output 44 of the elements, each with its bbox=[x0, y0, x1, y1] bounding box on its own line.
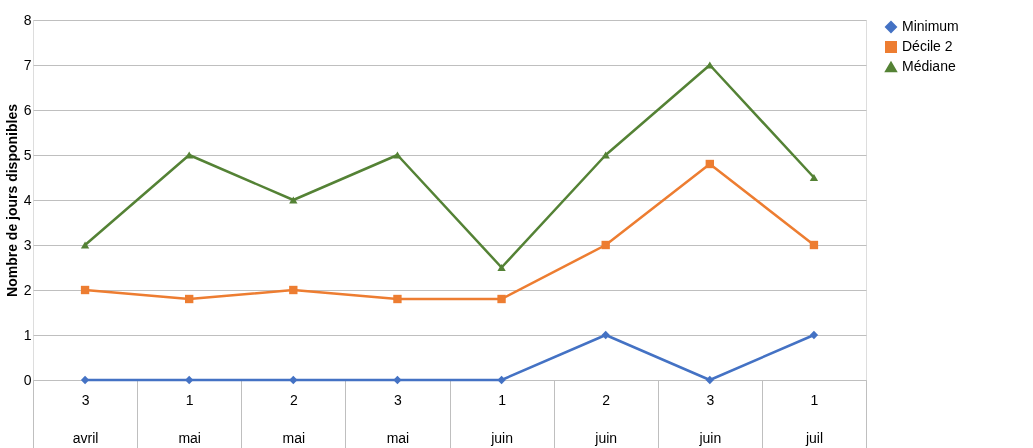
category-label: 1 juil bbox=[805, 391, 823, 446]
y-tick-label: 6 bbox=[23, 101, 32, 118]
point bbox=[601, 330, 610, 340]
y-tick-label: 7 bbox=[23, 56, 32, 73]
point bbox=[393, 375, 402, 385]
point bbox=[601, 151, 610, 159]
y-tick-label: 1 bbox=[23, 326, 32, 343]
y-axis-title: Nombre de jours disponibles bbox=[3, 103, 20, 297]
y-tick-label: 5 bbox=[23, 146, 32, 163]
point bbox=[185, 151, 194, 159]
y-tick-label: 2 bbox=[23, 281, 32, 298]
y-tick-label: 3 bbox=[23, 236, 32, 253]
y-tick-label: 0 bbox=[23, 371, 32, 388]
point bbox=[289, 196, 298, 204]
point bbox=[185, 294, 194, 304]
category-label: 1 juin bbox=[491, 391, 513, 446]
point bbox=[289, 285, 298, 295]
point bbox=[497, 375, 506, 385]
y-tick-label: 4 bbox=[23, 191, 32, 208]
point bbox=[393, 151, 402, 159]
category-label: 2 juin bbox=[595, 391, 618, 446]
point bbox=[809, 173, 819, 182]
category-label: 2 mai bbox=[282, 391, 306, 446]
point bbox=[601, 240, 610, 250]
legend-label: Médiane bbox=[902, 58, 956, 74]
category-label: 3 avril bbox=[72, 391, 99, 446]
category-label: 3 mai bbox=[386, 391, 410, 446]
point bbox=[289, 375, 298, 385]
legend-label: Décile 2 bbox=[902, 38, 953, 54]
point bbox=[80, 285, 90, 295]
point bbox=[705, 375, 714, 385]
category-label: 1 mai bbox=[178, 391, 201, 446]
point bbox=[809, 330, 819, 340]
legend-label: Minimum bbox=[902, 18, 959, 34]
point bbox=[705, 61, 714, 69]
point bbox=[497, 294, 506, 304]
point bbox=[185, 375, 194, 385]
point bbox=[80, 241, 90, 249]
point bbox=[705, 159, 714, 169]
category-label: 3 juin bbox=[699, 391, 722, 446]
point bbox=[393, 294, 402, 304]
point bbox=[809, 240, 819, 250]
point bbox=[497, 263, 506, 272]
y-tick-label: 8 bbox=[23, 11, 32, 28]
